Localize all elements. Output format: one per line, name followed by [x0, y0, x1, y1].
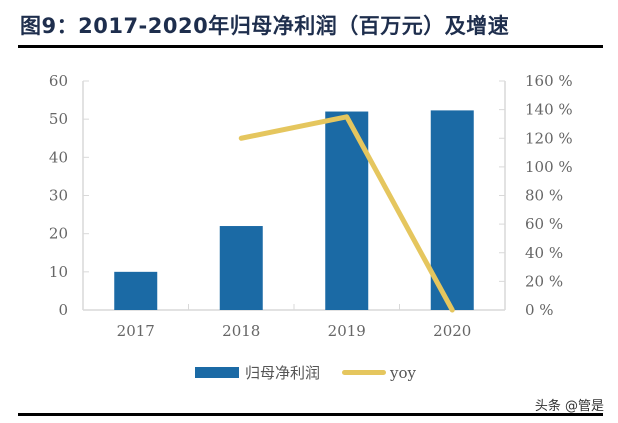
right-axis-tick-label: 60 %: [525, 215, 563, 233]
legend-label: yoy: [390, 363, 416, 382]
left-axis-tick-label: 10: [49, 263, 68, 281]
chart-title: 图9：2017-2020年归母净利润（百万元）及增速: [20, 14, 510, 38]
x-axis-tick-label: 2017: [117, 322, 155, 340]
left-axis-tick-label: 20: [49, 225, 68, 243]
right-axis-tick-label: 160 %: [525, 72, 573, 90]
bar-2020: [430, 110, 474, 310]
x-axis-tick-label: 2019: [328, 322, 366, 340]
legend-line-swatch-icon: [342, 370, 387, 375]
watermark: 头条 @管是: [534, 399, 604, 414]
legend-item-net-profit: 归母净利润: [195, 362, 320, 383]
left-axis-tick-label: 0: [58, 301, 68, 319]
left-axis-tick-label: 30: [49, 187, 68, 205]
legend-item-yoy: yoy: [342, 364, 416, 382]
left-axis-tick-label: 50: [49, 110, 68, 128]
right-axis-tick-label: 0 %: [525, 301, 554, 319]
bottom-divider: [18, 413, 603, 416]
legend-label: 归母净利润: [245, 364, 321, 382]
x-axis-tick-label: 2018: [222, 322, 260, 340]
right-axis-tick-label: 120 %: [525, 129, 573, 147]
right-axis-tick-label: 140 %: [525, 101, 573, 119]
legend-bar-swatch-icon: [195, 367, 239, 378]
left-axis-tick-label: 60: [49, 72, 68, 90]
right-axis-tick-label: 40 %: [525, 244, 563, 262]
right-axis-tick-label: 20 %: [525, 272, 563, 290]
bar-2018: [219, 226, 263, 310]
bar-2017: [114, 271, 158, 310]
left-axis-tick-label: 40: [49, 148, 68, 166]
x-axis-tick-label: 2020: [433, 322, 471, 340]
right-axis-tick-label: 100 %: [525, 158, 573, 176]
yoy-line: [238, 114, 455, 313]
right-axis-tick-label: 80 %: [525, 187, 563, 205]
title-divider: [18, 45, 603, 48]
chart-legend: 归母净利润 yoy: [195, 362, 438, 383]
